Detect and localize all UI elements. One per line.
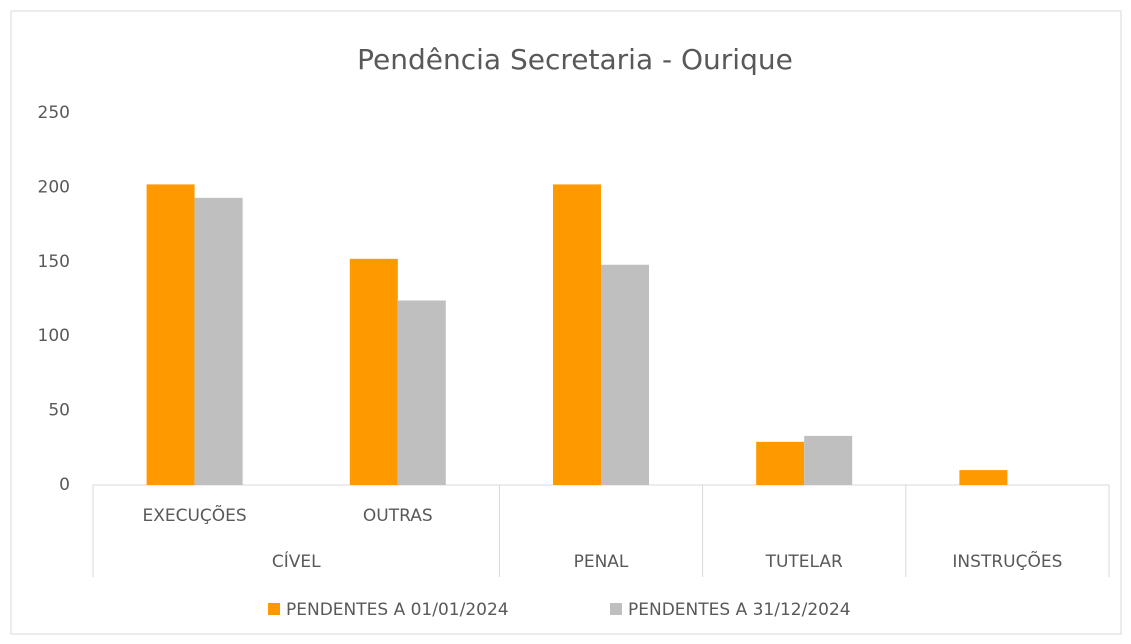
bar — [959, 470, 1008, 485]
legend-label: PENDENTES A 01/01/2024 — [286, 600, 509, 620]
x-tick-label: EXECUÇÕES — [142, 504, 246, 526]
bar — [601, 264, 649, 485]
y-tick-label: 50 — [48, 401, 70, 421]
y-tick-label: 250 — [38, 103, 70, 123]
bar — [146, 184, 195, 485]
legend-swatch — [610, 603, 622, 615]
x-group-label: TUTELAR — [765, 552, 843, 572]
legend-swatch — [268, 603, 280, 615]
y-tick-label: 0 — [59, 475, 70, 495]
y-tick-label: 100 — [38, 326, 70, 346]
x-tick-label: OUTRAS — [363, 506, 433, 526]
bar — [397, 300, 446, 485]
legend-label: PENDENTES A 31/12/2024 — [628, 600, 851, 620]
y-tick-label: 150 — [38, 252, 70, 272]
bar — [804, 435, 853, 485]
bar — [349, 258, 398, 485]
chart-title: Pendência Secretaria - Ourique — [357, 43, 793, 76]
bar — [756, 441, 805, 485]
bar — [194, 197, 243, 486]
x-group-label: CÍVEL — [272, 550, 321, 572]
x-group-label: PENAL — [574, 552, 629, 572]
bar — [553, 184, 601, 485]
x-group-label: INSTRUÇÕES — [952, 550, 1062, 572]
y-tick-label: 200 — [38, 177, 70, 197]
